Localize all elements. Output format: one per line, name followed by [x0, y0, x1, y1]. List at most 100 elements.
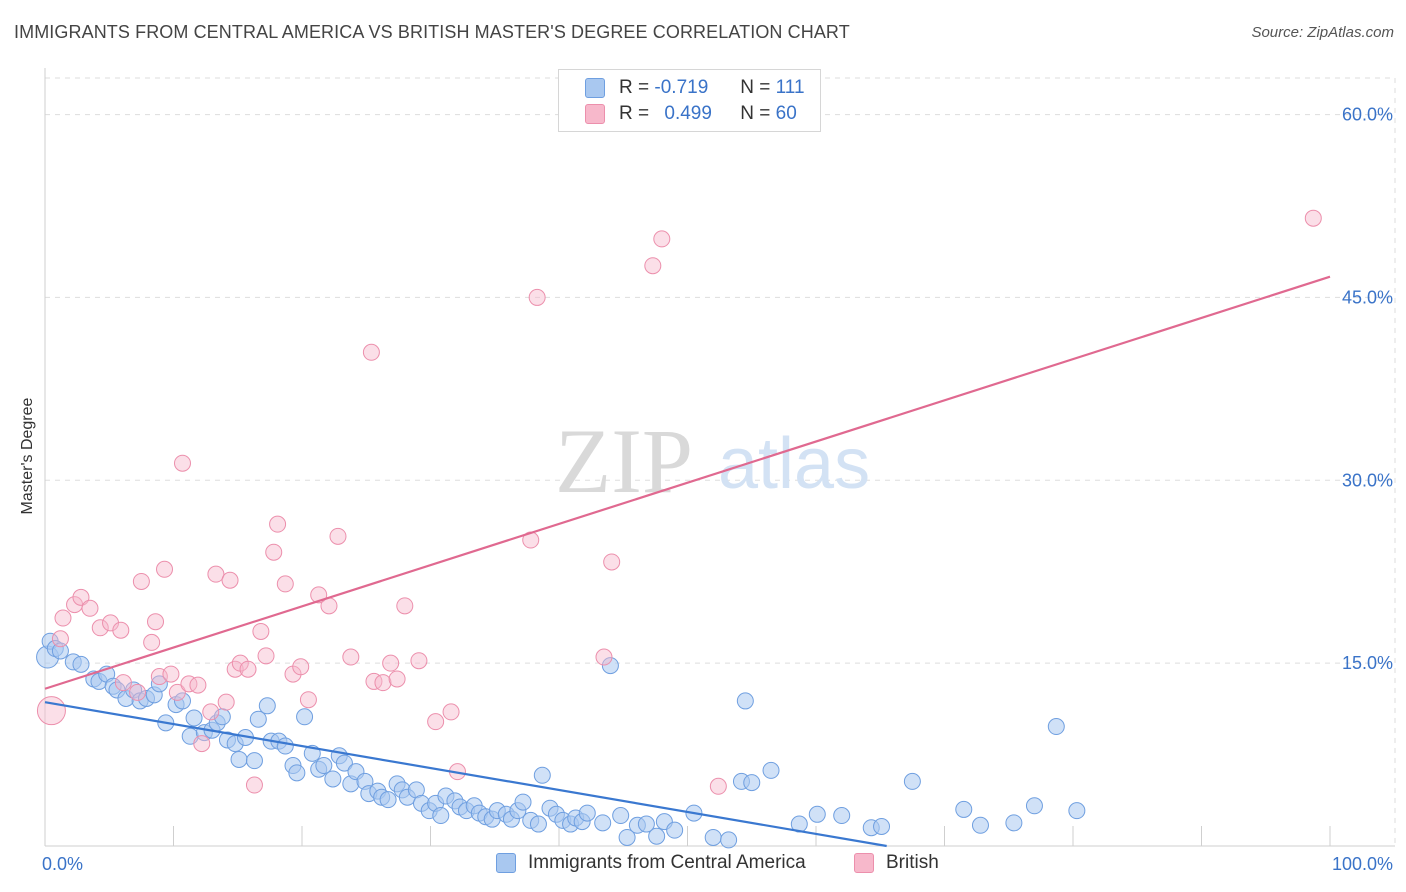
- tick-labels: 15.0% 30.0% 45.0% 60.0% 0.0% 100.0%: [42, 105, 1393, 874]
- point-british: [132, 572, 150, 590]
- y-tick-label: 45.0%: [1342, 287, 1393, 307]
- point-immigrants: [971, 816, 989, 834]
- point-immigrants: [648, 827, 666, 845]
- point-immigrants: [873, 817, 891, 835]
- point-british: [168, 683, 186, 701]
- point-immigrants: [1047, 718, 1065, 736]
- point-british: [410, 652, 428, 670]
- legend-r-value: -0.719: [654, 77, 709, 98]
- stats-legend: R = -0.719 N = 111 R = 0.499 N = 60: [558, 69, 821, 132]
- point-immigrants: [704, 828, 722, 846]
- bottom-legend-swatch-blue: [496, 853, 516, 873]
- x-tick-label-end: 100.0%: [1332, 854, 1393, 874]
- point-british: [156, 560, 174, 578]
- y-tick-label: 60.0%: [1342, 105, 1393, 125]
- y-axis-label: Master's Degree: [19, 397, 36, 515]
- point-immigrants: [258, 697, 276, 715]
- point-british: [162, 665, 180, 683]
- bottom-legend-label-british: British: [886, 852, 939, 873]
- point-immigrants: [150, 675, 168, 693]
- watermark-atlas: atlas: [718, 424, 870, 504]
- point-immigrants: [529, 815, 547, 833]
- point-immigrants: [578, 804, 596, 822]
- bottom-legend-british: British: [854, 852, 939, 874]
- series-british-points: [36, 209, 1322, 795]
- point-british: [36, 696, 66, 726]
- point-british: [653, 230, 671, 248]
- legend-row-british: R = 0.499 N = 60: [585, 102, 797, 126]
- legend-r-label: R =: [619, 77, 650, 98]
- legend-n-value: 111: [775, 77, 805, 98]
- point-immigrants: [903, 772, 921, 790]
- legend-row-immigrants: R = -0.719 N = 111: [585, 76, 805, 100]
- legend-n-label: N =: [740, 103, 771, 124]
- bottom-legend-immigrants: Immigrants from Central America: [496, 852, 806, 874]
- point-immigrants: [514, 793, 532, 811]
- point-british: [202, 703, 220, 721]
- point-immigrants: [245, 752, 263, 770]
- point-british: [382, 654, 400, 672]
- point-immigrants: [432, 807, 450, 825]
- point-immigrants: [51, 642, 69, 660]
- point-immigrants: [618, 828, 636, 846]
- point-immigrants: [324, 770, 342, 788]
- point-immigrants: [1068, 802, 1086, 820]
- point-british: [709, 777, 727, 795]
- point-immigrants: [533, 766, 551, 784]
- point-british: [269, 515, 287, 533]
- axes: [44, 68, 1395, 847]
- trend-lines: [44, 275, 1331, 848]
- point-british: [388, 670, 406, 688]
- point-british: [81, 599, 99, 617]
- x-tick-label-start: 0.0%: [42, 854, 83, 874]
- y-tick-label: 15.0%: [1342, 653, 1393, 673]
- point-british: [595, 648, 613, 666]
- bottom-legend-label-immigrants: Immigrants from Central America: [528, 852, 806, 873]
- point-british: [276, 575, 294, 593]
- trend-line-immigrants: [44, 701, 887, 848]
- point-immigrants: [335, 754, 353, 772]
- legend-swatch-pink: [585, 104, 605, 124]
- point-immigrants: [637, 815, 655, 833]
- point-british: [252, 622, 270, 640]
- point-british: [193, 735, 211, 753]
- point-immigrants: [736, 692, 754, 710]
- trend-line-british: [44, 275, 1331, 690]
- point-immigrants: [249, 710, 267, 728]
- point-immigrants: [601, 657, 619, 675]
- point-immigrants: [833, 807, 851, 825]
- point-british: [129, 683, 147, 701]
- point-british: [245, 776, 263, 794]
- point-british: [221, 571, 239, 589]
- point-british: [54, 609, 72, 627]
- grid-lines: [45, 77, 1396, 846]
- legend-r-value: 0.499: [664, 103, 712, 124]
- point-immigrants: [296, 708, 314, 726]
- legend-r-label: R =: [619, 103, 650, 124]
- point-immigrants: [185, 709, 203, 727]
- point-british: [292, 658, 310, 676]
- point-british: [342, 648, 360, 666]
- point-british: [299, 691, 317, 709]
- point-immigrants: [379, 791, 397, 809]
- point-british: [114, 674, 132, 692]
- point-british: [1304, 209, 1322, 227]
- point-immigrants: [666, 821, 684, 839]
- point-british: [217, 693, 235, 711]
- legend-swatch-blue: [585, 78, 605, 98]
- y-tick-label: 30.0%: [1342, 470, 1393, 490]
- point-immigrants: [808, 805, 826, 823]
- bottom-legend-swatch-pink: [854, 853, 874, 873]
- point-immigrants: [276, 737, 294, 755]
- point-british: [365, 672, 383, 690]
- point-british: [207, 565, 225, 583]
- point-british: [644, 257, 662, 275]
- point-british: [239, 660, 257, 678]
- point-immigrants: [230, 750, 248, 768]
- point-immigrants: [288, 764, 306, 782]
- point-immigrants: [1005, 814, 1023, 832]
- watermark-zip: ZIP: [555, 410, 693, 512]
- legend-n-label: N =: [740, 77, 771, 98]
- series-immigrants-points: [36, 632, 1086, 849]
